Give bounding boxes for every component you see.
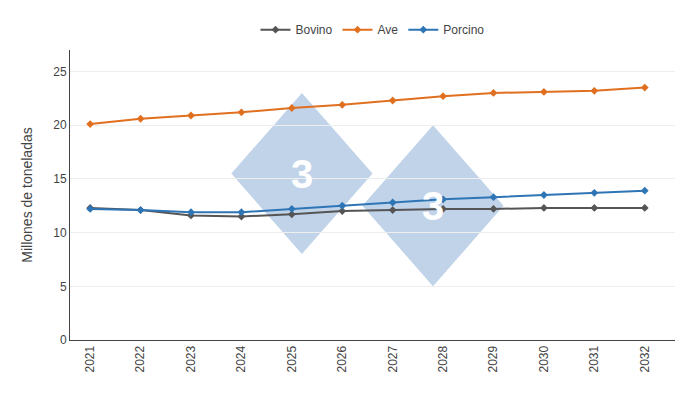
- svg-text:2030: 2030: [537, 345, 551, 372]
- svg-text:25: 25: [53, 65, 67, 79]
- svg-text:2026: 2026: [335, 345, 349, 372]
- svg-text:2031: 2031: [587, 345, 601, 372]
- svg-text:0: 0: [60, 333, 67, 347]
- svg-text:2032: 2032: [638, 345, 652, 372]
- svg-text:2025: 2025: [285, 345, 299, 372]
- svg-text:20: 20: [53, 118, 67, 132]
- svg-text:5: 5: [60, 280, 67, 294]
- svg-text:Millones de toneladas: Millones de toneladas: [19, 127, 35, 262]
- svg-text:10: 10: [53, 226, 67, 240]
- svg-text:2029: 2029: [486, 345, 500, 372]
- svg-text:2021: 2021: [83, 345, 97, 372]
- svg-text:2023: 2023: [184, 345, 198, 372]
- svg-text:Bovino: Bovino: [296, 23, 333, 37]
- svg-text:Porcino: Porcino: [443, 23, 484, 37]
- svg-text:3: 3: [422, 184, 444, 228]
- svg-text:Ave: Ave: [378, 23, 399, 37]
- svg-text:2022: 2022: [133, 345, 147, 372]
- svg-text:2027: 2027: [386, 345, 400, 372]
- svg-text:3: 3: [291, 152, 313, 196]
- svg-text:15: 15: [53, 172, 67, 186]
- svg-text:2024: 2024: [234, 345, 248, 372]
- svg-text:2028: 2028: [436, 345, 450, 372]
